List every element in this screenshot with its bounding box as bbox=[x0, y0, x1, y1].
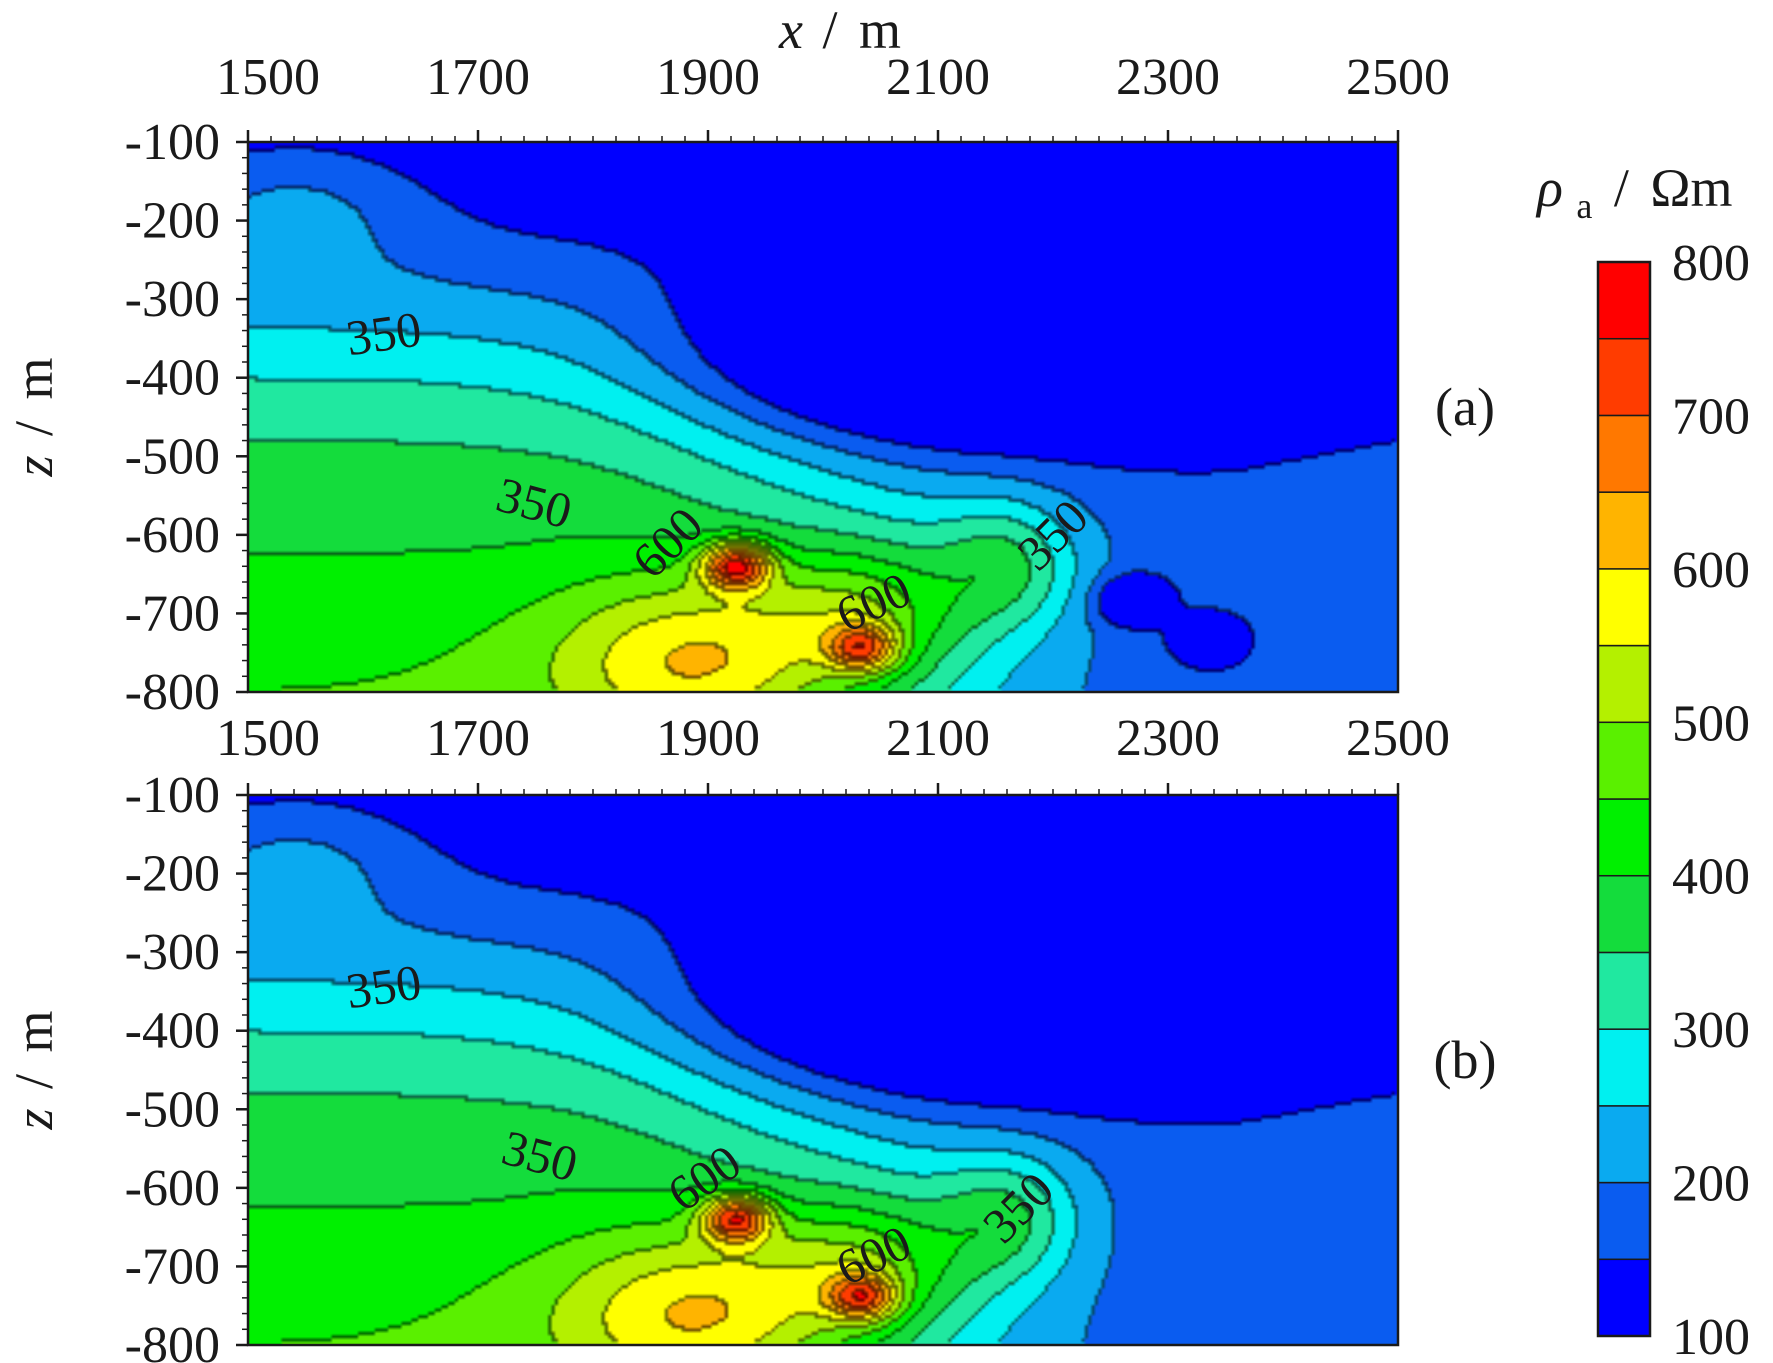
colorbar-tick-label: 600 bbox=[1672, 542, 1750, 599]
colorbar-swatch bbox=[1597, 721, 1651, 800]
z-tick-label: -800 bbox=[125, 664, 220, 721]
z-axis-title-a: z / m bbox=[4, 357, 64, 477]
x-tick-label: 2100 bbox=[886, 49, 990, 106]
panel-a: 1500 1700 1900 2100 2300 2500 -100 -200 -300 -400… bbox=[4, 49, 1495, 721]
colorbar-swatch bbox=[1597, 1181, 1651, 1261]
colorbar-swatch bbox=[1597, 1258, 1651, 1337]
colorbar-swatch bbox=[1597, 491, 1651, 570]
x-tick-label: 2500 bbox=[1346, 710, 1450, 767]
z-tick-label: -300 bbox=[125, 924, 220, 981]
colorbar-tick-labels: 100 200 300 400 500 600 700 800 bbox=[1672, 235, 1750, 1363]
x-axis-title: x / m bbox=[778, 0, 901, 60]
x-tick-label: 2300 bbox=[1116, 710, 1220, 767]
colorbar-tick-label: 400 bbox=[1672, 849, 1750, 906]
colorbar-swatch bbox=[1597, 951, 1651, 1030]
z-tick-label: -400 bbox=[125, 350, 220, 407]
x-tick-label: 1700 bbox=[426, 49, 530, 106]
panel-label-b: (b) bbox=[1434, 1030, 1497, 1090]
colorbar-tick-label: 700 bbox=[1672, 388, 1750, 445]
colorbar-tick-label: 800 bbox=[1672, 235, 1750, 292]
z-tick-label: -500 bbox=[125, 1081, 220, 1138]
colorbar-swatch bbox=[1597, 798, 1651, 877]
colorbar-frame bbox=[1596, 260, 1652, 1338]
colorbar-swatches bbox=[1596, 260, 1652, 1338]
z-tick-label: -200 bbox=[125, 193, 220, 250]
z-tick-label: -700 bbox=[125, 1238, 220, 1295]
panel-b: 1500 1700 1900 2100 2300 2500 -100 -200 -300 -400… bbox=[4, 710, 1496, 1363]
z-axis-title-b: z / m bbox=[4, 1010, 64, 1130]
axes-b: 1500 1700 1900 2100 2300 2500 -100 -200 -300 -400… bbox=[125, 710, 1450, 1363]
z-tick-label: -500 bbox=[125, 428, 220, 485]
colorbar: ρ a / Ωm 100 200 300 400 500 600 700 800 bbox=[1535, 158, 1750, 1363]
z-tick-label: -100 bbox=[125, 114, 220, 171]
z-tick-label: -600 bbox=[125, 1160, 220, 1217]
colorbar-swatch bbox=[1597, 644, 1651, 724]
axes-a: 1500 1700 1900 2100 2300 2500 -100 -200 -300 -400… bbox=[125, 49, 1450, 721]
x-tick-label: 1500 bbox=[216, 710, 320, 767]
x-tick-label: 2100 bbox=[886, 710, 990, 767]
z-tick-label: -600 bbox=[125, 507, 220, 564]
x-tick-label: 2300 bbox=[1116, 49, 1220, 106]
z-tick-label: -300 bbox=[125, 271, 220, 328]
colorbar-title: ρ a / Ωm bbox=[1535, 158, 1733, 230]
colorbar-tick-label: 200 bbox=[1672, 1156, 1750, 1213]
x-tick-label: 1900 bbox=[656, 710, 760, 767]
colorbar-swatch bbox=[1597, 1028, 1651, 1107]
contour-field-b bbox=[248, 795, 1398, 1345]
z-tick-label: -800 bbox=[125, 1317, 220, 1363]
z-tick-label: -700 bbox=[125, 585, 220, 642]
colorbar-tick-label: 500 bbox=[1672, 695, 1750, 752]
colorbar-tick-label: 300 bbox=[1672, 1002, 1750, 1059]
colorbar-swatch bbox=[1597, 874, 1651, 954]
contour-label: 350 bbox=[343, 300, 425, 366]
colorbar-swatch bbox=[1597, 261, 1651, 340]
colorbar-swatch bbox=[1597, 568, 1651, 647]
z-tick-label: -400 bbox=[125, 1003, 220, 1060]
contour-label: 350 bbox=[343, 953, 425, 1019]
colorbar-swatch bbox=[1597, 1105, 1651, 1184]
panel-label-a: (a) bbox=[1435, 377, 1495, 437]
z-tick-label: -100 bbox=[125, 767, 220, 824]
x-tick-label: 1900 bbox=[656, 49, 760, 106]
x-tick-label: 1700 bbox=[426, 710, 530, 767]
x-tick-label: 2500 bbox=[1346, 49, 1450, 106]
x-tick-label: 1500 bbox=[216, 49, 320, 106]
colorbar-swatch bbox=[1597, 337, 1651, 417]
colorbar-swatch bbox=[1597, 414, 1651, 493]
colorbar-tick-label: 100 bbox=[1672, 1309, 1750, 1363]
z-tick-label: -200 bbox=[125, 846, 220, 903]
contour-field-a bbox=[248, 142, 1398, 692]
